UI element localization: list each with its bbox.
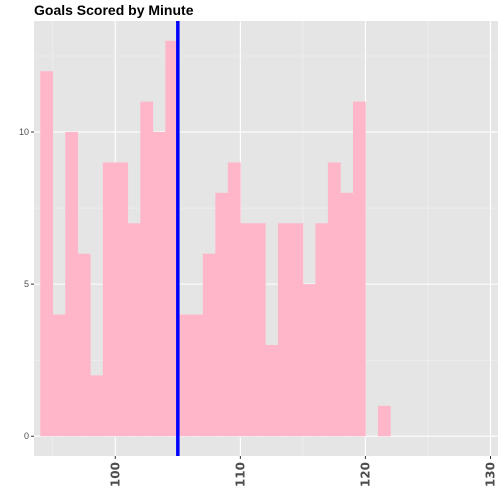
- histogram-bar: [227, 162, 241, 437]
- x-tick-label: 130: [483, 462, 497, 487]
- histogram-bar: [277, 223, 291, 437]
- histogram-bar: [177, 314, 191, 437]
- histogram-bar: [127, 223, 141, 437]
- histogram-bar: [202, 253, 216, 437]
- histogram-bar: [352, 101, 366, 437]
- x-tick-label: 120: [358, 462, 372, 487]
- histogram-bar: [290, 223, 304, 437]
- histogram-bar: [140, 101, 154, 437]
- x-tick-label: 100: [108, 462, 122, 487]
- histogram-bar: [65, 132, 79, 437]
- histogram-bar: [190, 314, 204, 437]
- y-tick-label: 5: [24, 279, 29, 289]
- histogram-bar: [77, 253, 91, 437]
- histogram-bar: [302, 284, 316, 437]
- bars: [40, 40, 391, 437]
- histogram-bar: [340, 192, 354, 437]
- axes: 0 5 10 100 110 120 130: [19, 127, 498, 487]
- histogram-bar: [240, 223, 254, 437]
- histogram-bar: [152, 132, 166, 437]
- histogram-bar: [115, 162, 129, 437]
- histogram-bar: [265, 344, 279, 437]
- y-tick-label: 10: [19, 127, 29, 137]
- histogram-bar: [90, 375, 104, 437]
- histogram-bar: [315, 223, 329, 437]
- y-tick-label: 0: [24, 431, 29, 441]
- x-tick-label: 110: [233, 462, 247, 487]
- histogram-bar: [215, 192, 229, 437]
- chart-title: Goals Scored by Minute: [34, 2, 194, 18]
- histogram-bar: [327, 162, 341, 437]
- histogram-bar: [52, 314, 66, 437]
- histogram-bar: [165, 40, 179, 437]
- histogram-bar: [102, 162, 116, 437]
- histogram-bar: [377, 405, 391, 437]
- histogram-bar: [40, 71, 54, 437]
- histogram-bar: [252, 223, 266, 437]
